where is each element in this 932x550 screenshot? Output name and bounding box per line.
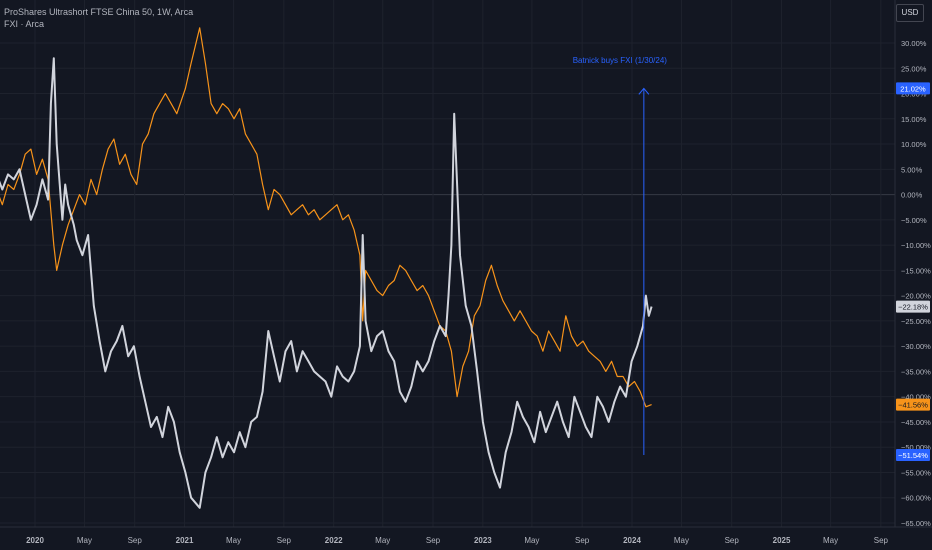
y-tick-label: −35.00% <box>901 367 931 376</box>
series-line-fxp <box>0 57 653 509</box>
x-tick-label: Sep <box>874 536 889 545</box>
y-tick-label: −20.00% <box>901 292 931 301</box>
annotation-top-badge-bg <box>896 82 930 95</box>
currency-button[interactable]: USD <box>896 4 924 22</box>
series-line-fxi <box>0 27 652 408</box>
price-axis[interactable]: 30.00%25.00%20.00%15.00%10.00%5.00%0.00%… <box>896 39 931 528</box>
annotation-bottom-badge-bg <box>896 448 930 461</box>
fxi-last-badge-bg <box>896 398 930 411</box>
chart-title: ProShares Ultrashort FTSE China 50, 1W, … <box>4 7 194 17</box>
fxp-last-badge: −22.18% <box>898 303 928 312</box>
y-tick-label: −25.00% <box>901 317 931 326</box>
x-tick-label: Sep <box>575 536 590 545</box>
y-tick-label: −65.00% <box>901 519 931 528</box>
annotation-arrow-head <box>638 87 650 95</box>
chart-subtitle: FXI · Arca <box>4 19 45 29</box>
x-tick-label: May <box>226 536 241 545</box>
x-tick-label: May <box>823 536 838 545</box>
x-tick-label: May <box>524 536 539 545</box>
annotation-label: Batnick buys FXI (1/30/24) <box>573 56 668 65</box>
y-tick-label: −45.00% <box>901 418 931 427</box>
fxp-last-badge-bg <box>896 300 930 313</box>
x-tick-label: May <box>77 536 92 545</box>
x-tick-label: Sep <box>277 536 292 545</box>
y-tick-label: 5.00% <box>901 165 923 174</box>
y-tick-label: −60.00% <box>901 494 931 503</box>
y-tick-label: 10.00% <box>901 140 927 149</box>
y-tick-label: −55.00% <box>901 468 931 477</box>
x-tick-label: Sep <box>725 536 740 545</box>
y-tick-label: −5.00% <box>901 216 927 225</box>
x-tick-label: 2024 <box>623 536 641 545</box>
x-tick-label: 2021 <box>176 536 194 545</box>
x-tick-label: May <box>674 536 689 545</box>
y-tick-label: 0.00% <box>901 191 923 200</box>
x-tick-label: Sep <box>426 536 441 545</box>
annotation-bottom-badge: −51.54% <box>898 451 928 460</box>
y-tick-label: −50.00% <box>901 443 931 452</box>
fxi-last-badge: −41.56% <box>898 401 928 410</box>
x-tick-label: 2023 <box>474 536 492 545</box>
annotation-top-badge: 21.02% <box>900 84 926 93</box>
annotation-layer: Batnick buys FXI (1/30/24) <box>573 56 668 455</box>
y-tick-label: 30.00% <box>901 39 927 48</box>
y-tick-label: −40.00% <box>901 393 931 402</box>
series-layer <box>0 27 653 509</box>
y-tick-label: 15.00% <box>901 115 927 124</box>
x-tick-label: May <box>375 536 390 545</box>
y-tick-label: 25.00% <box>901 64 927 73</box>
grid-layer <box>0 0 932 528</box>
x-tick-label: 2025 <box>773 536 791 545</box>
y-tick-label: −10.00% <box>901 241 931 250</box>
x-tick-label: 2022 <box>325 536 343 545</box>
x-tick-label: 2020 <box>26 536 44 545</box>
x-tick-label: Sep <box>128 536 143 545</box>
time-axis[interactable]: 2020 May Sep 2021 May Sep 2022 May Sep 2023 May Sep… <box>26 536 888 545</box>
y-tick-label: −30.00% <box>901 342 931 351</box>
y-tick-label: −15.00% <box>901 266 931 275</box>
